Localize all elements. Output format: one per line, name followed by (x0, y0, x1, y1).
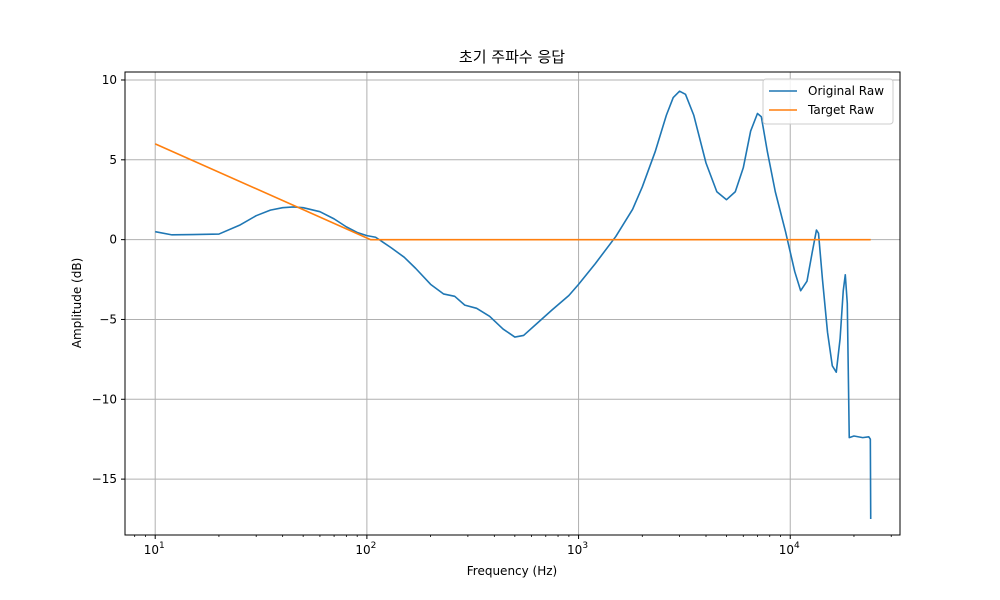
legend: Original Raw Target Raw (762, 78, 894, 125)
x-tick-base: 10 (779, 543, 794, 557)
y-tick-label: 10 (102, 73, 117, 87)
x-tick-exponent: 2 (371, 541, 377, 551)
series-layer (154, 90, 872, 520)
plot-frame (124, 71, 901, 536)
x-tick-exponent: 1 (159, 541, 165, 551)
y-tick-label: −10 (92, 392, 117, 406)
legend-original-raw-label: Original Raw (808, 84, 884, 98)
x-tick-label: 102 (355, 541, 376, 557)
x-tick-exponent: 3 (582, 541, 588, 551)
chart-title: 초기 주파수 응답 (459, 48, 565, 66)
x-axis-label: Frequency (Hz) (467, 564, 558, 578)
x-tick-label: 103 (567, 541, 588, 557)
y-tick-label: 0 (109, 233, 117, 247)
x-tick-base: 10 (567, 543, 582, 557)
y-tick-label: −15 (92, 472, 117, 486)
x-tick-base: 10 (355, 543, 370, 557)
series-line-original-raw (155, 90, 872, 520)
legend-target-raw-label: Target Raw (807, 103, 874, 117)
y-axis-label: Amplitude (dB) (70, 258, 84, 349)
x-tick-exponent: 4 (794, 541, 800, 551)
x-tick-base: 10 (144, 543, 159, 557)
x-tick-label: 104 (779, 541, 800, 557)
series-line-target-raw (154, 143, 871, 241)
x-tick-label: 101 (144, 541, 165, 557)
y-tick-label: 5 (109, 153, 117, 167)
y-tick-label: −5 (99, 312, 117, 326)
